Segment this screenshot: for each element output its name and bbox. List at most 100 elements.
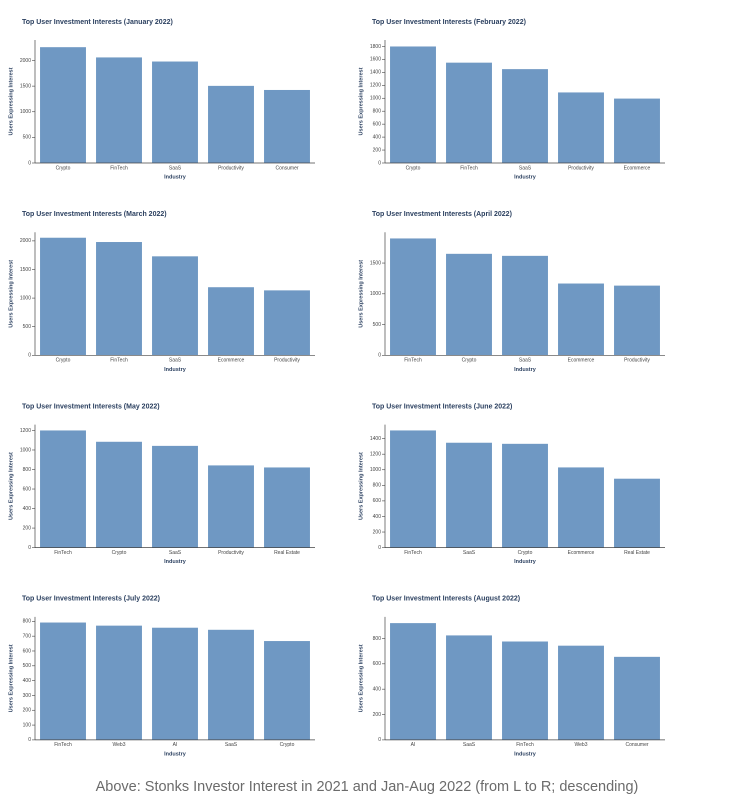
x-tick-label: Crypto — [56, 358, 71, 364]
y-tick-label: 500 — [373, 322, 382, 328]
y-tick-label: 1500 — [20, 267, 31, 273]
y-tick-label: 0 — [378, 737, 381, 743]
y-tick-label: 0 — [28, 737, 31, 743]
y-tick-label: 1000 — [20, 295, 31, 301]
x-tick-label: FinTech — [110, 358, 128, 364]
x-tick-label: SaaS — [519, 358, 532, 364]
x-tick-label: FinTech — [110, 165, 128, 171]
chart-title: Top User Investment Interests (March 202… — [22, 211, 167, 218]
caption: Above: Stonks Investor Interest in 2021 … — [96, 779, 639, 795]
y-axis-label: Users Expressing Interest — [358, 452, 364, 520]
bar — [502, 69, 548, 163]
x-tick-label: Ecommerce — [568, 358, 595, 364]
x-tick-label: SaaS — [463, 742, 476, 748]
bar — [390, 238, 436, 356]
x-tick-label: SaaS — [169, 550, 182, 556]
bar — [502, 641, 548, 740]
bar — [208, 629, 254, 740]
bar — [96, 441, 142, 548]
y-tick-label: 0 — [28, 545, 31, 551]
y-tick-label: 400 — [23, 678, 32, 684]
chart-title: Top User Investment Interests (July 2022… — [22, 596, 160, 603]
bar — [558, 92, 604, 163]
bar — [614, 285, 660, 356]
x-axis-label: Industry — [514, 751, 537, 757]
bar — [502, 443, 548, 548]
x-tick-label: Ecommerce — [568, 550, 595, 556]
y-tick-label: 0 — [378, 160, 381, 166]
y-tick-label: 1200 — [370, 83, 381, 89]
y-tick-label: 200 — [23, 708, 32, 714]
y-tick-label: 700 — [23, 633, 32, 639]
x-tick-label: SaaS — [519, 165, 532, 171]
y-tick-label: 800 — [373, 483, 382, 489]
y-tick-label: 600 — [373, 121, 382, 127]
y-tick-label: 1000 — [20, 447, 31, 453]
x-tick-label: Real Estate — [624, 550, 650, 556]
bar — [152, 627, 198, 740]
y-tick-label: 1600 — [370, 57, 381, 63]
bar — [208, 85, 254, 163]
y-tick-label: 800 — [23, 467, 32, 473]
bar — [264, 467, 310, 548]
y-tick-label: 500 — [23, 324, 32, 330]
y-axis-label: Users Expressing Interest — [8, 452, 14, 520]
y-tick-label: 400 — [373, 134, 382, 140]
y-tick-label: 600 — [373, 661, 382, 667]
x-tick-label: Crypto — [462, 358, 477, 364]
x-tick-label: SaaS — [169, 358, 182, 364]
chart-title: Top User Investment Interests (January 2… — [22, 19, 173, 26]
bar — [446, 635, 492, 740]
y-tick-label: 1000 — [370, 291, 381, 297]
chart-title: Top User Investment Interests (August 20… — [372, 596, 520, 603]
bar — [502, 255, 548, 356]
y-tick-label: 0 — [378, 353, 381, 359]
bar — [152, 445, 198, 548]
x-tick-label: FinTech — [516, 742, 534, 748]
chart-title: Top User Investment Interests (May 2022) — [22, 403, 160, 410]
x-tick-label: AI — [411, 742, 416, 748]
x-axis-label: Industry — [514, 174, 537, 180]
x-tick-label: Consumer — [625, 742, 648, 748]
y-tick-label: 600 — [23, 486, 32, 492]
x-tick-label: SaaS — [169, 165, 182, 171]
y-tick-label: 200 — [373, 529, 382, 535]
bar — [264, 89, 310, 163]
bar — [390, 430, 436, 548]
x-axis-label: Industry — [164, 174, 187, 180]
y-tick-label: 1500 — [20, 83, 31, 89]
y-tick-label: 200 — [23, 525, 32, 531]
bar — [264, 641, 310, 740]
bar — [558, 283, 604, 356]
y-tick-label: 400 — [373, 687, 382, 693]
x-tick-label: FinTech — [404, 358, 422, 364]
x-tick-label: Productivity — [218, 165, 244, 171]
y-tick-label: 0 — [28, 353, 31, 359]
x-tick-label: AI — [173, 742, 178, 748]
y-tick-label: 200 — [373, 712, 382, 718]
bar — [40, 237, 86, 356]
y-tick-label: 1400 — [370, 436, 381, 442]
x-tick-label: FinTech — [54, 742, 72, 748]
x-tick-label: FinTech — [404, 550, 422, 556]
y-tick-label: 800 — [373, 109, 382, 115]
y-tick-label: 500 — [23, 663, 32, 669]
y-tick-label: 1000 — [20, 109, 31, 115]
x-axis-label: Industry — [514, 559, 537, 565]
bar — [614, 478, 660, 548]
y-tick-label: 1200 — [20, 428, 31, 434]
bar — [96, 57, 142, 163]
y-axis-label: Users Expressing Interest — [8, 260, 14, 328]
bar — [264, 290, 310, 356]
y-tick-label: 800 — [373, 636, 382, 642]
x-tick-label: Ecommerce — [624, 165, 651, 171]
x-tick-label: Web3 — [113, 742, 126, 748]
y-axis-label: Users Expressing Interest — [8, 644, 14, 712]
y-tick-label: 1400 — [370, 70, 381, 76]
x-tick-label: SaaS — [225, 742, 238, 748]
y-tick-label: 2000 — [20, 58, 31, 64]
y-tick-label: 1500 — [370, 260, 381, 266]
y-axis-label: Users Expressing Interest — [358, 67, 364, 135]
y-tick-label: 2000 — [20, 238, 31, 244]
